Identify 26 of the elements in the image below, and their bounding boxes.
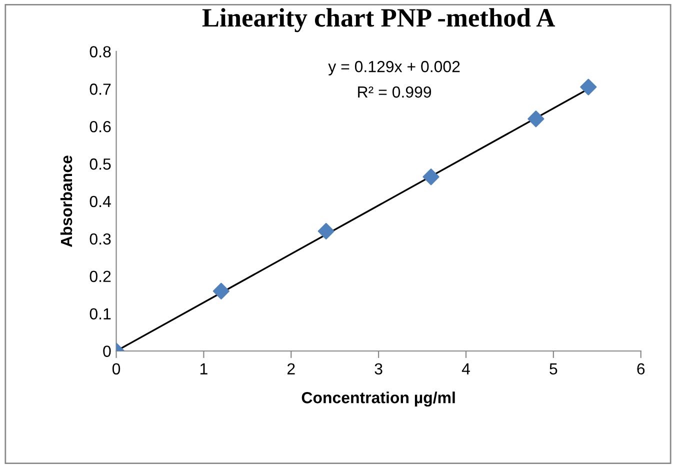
y-tick-label: 0.2	[90, 270, 111, 282]
y-tick-label: 0.3	[90, 233, 111, 245]
x-tick-label: 3	[374, 363, 382, 375]
point	[580, 78, 597, 96]
y-tick-label: 0	[103, 346, 111, 357]
x-axis-title: Concentration µg/ml	[302, 392, 455, 407]
y-tick-label: 0.6	[90, 120, 111, 132]
y-axis-title: Absorbance	[60, 156, 72, 247]
x-tick-label: 4	[462, 363, 470, 374]
point	[528, 110, 544, 128]
chart-title: Linearity chart PNP -method A	[202, 8, 556, 32]
x-tick-label: 5	[550, 363, 558, 375]
point	[422, 168, 440, 186]
x-tick-label: 1	[200, 363, 208, 374]
y-tick-label: 0.5	[90, 158, 111, 170]
point	[318, 222, 334, 240]
point	[212, 282, 230, 300]
y-tick-label: 0.8	[90, 46, 111, 58]
y-tick-label: 0.7	[90, 84, 111, 95]
y-tick-label: 0.4	[90, 196, 111, 208]
x-tick-label: 0	[112, 363, 120, 375]
x-tick-label: 2	[287, 363, 295, 374]
annotation: y = 0.129x + 0.002	[328, 60, 460, 76]
x-tick-label: 6	[637, 363, 645, 375]
annotation: R² = 0.999	[358, 86, 432, 98]
y-tick-label: 0.1	[90, 308, 111, 320]
